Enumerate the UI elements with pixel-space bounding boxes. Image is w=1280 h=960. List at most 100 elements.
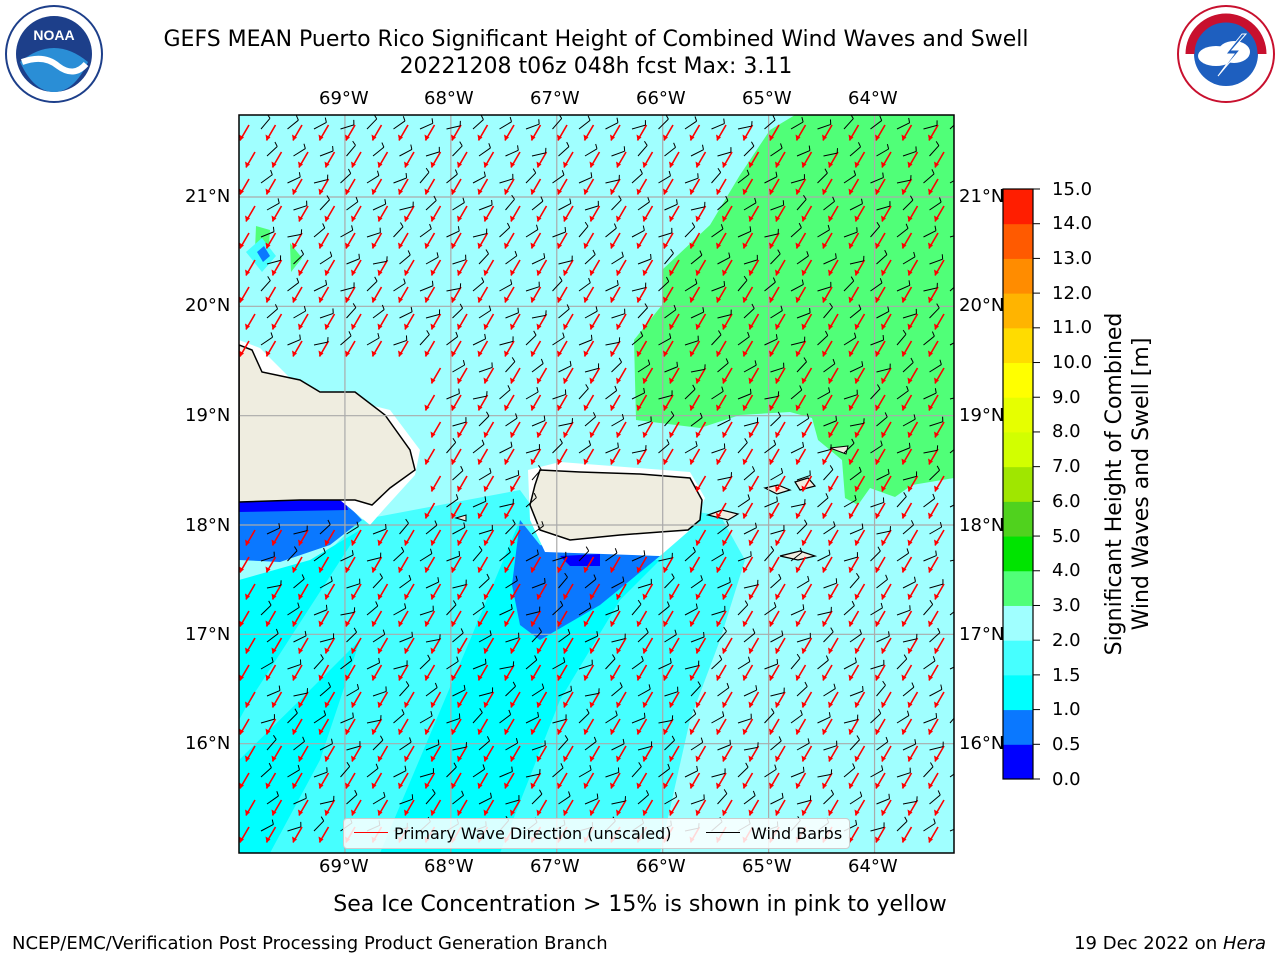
wind-barb-flag (647, 359, 651, 365)
wave-arrow-head (663, 188, 668, 195)
wind-barb-flag (383, 791, 386, 797)
wind-barb (313, 714, 326, 724)
wave-arrow-head (642, 755, 648, 762)
wind-barb-flag (402, 116, 406, 122)
wave-arrow-head (245, 755, 250, 762)
wind-barb (558, 365, 572, 373)
wind-barb-flag (613, 223, 617, 229)
wind-barb-flag (647, 197, 650, 203)
wind-barb (896, 552, 909, 562)
wind-barb (770, 415, 781, 427)
wave-arrow-head (669, 431, 674, 438)
wind-barb-flag (801, 279, 804, 285)
wave-arrow-head (451, 404, 456, 411)
colorbar-segment (1003, 501, 1033, 537)
wind-barb (711, 285, 725, 292)
wind-barb-flag (773, 439, 777, 445)
wave-arrow-head (324, 755, 330, 762)
wind-barb (425, 687, 438, 697)
wind-barbs (260, 115, 968, 832)
wind-barb (631, 335, 644, 346)
wind-barb (372, 146, 385, 157)
wave-arrow-head (589, 809, 595, 816)
wave-arrow-head (822, 188, 827, 195)
wind-barb-flag (303, 306, 307, 312)
wind-barb (372, 309, 385, 319)
wave-arrow-head (483, 647, 489, 654)
wave-arrow-head (610, 242, 615, 249)
wind-barb (266, 584, 281, 589)
wave-arrow-head (928, 566, 933, 573)
wave-arrow-head (536, 215, 542, 222)
wind-barb (399, 311, 413, 319)
wind-barb-flag (832, 358, 836, 364)
wind-barb-flag (956, 708, 959, 712)
wind-barb-flag (458, 388, 460, 394)
wind-barb (393, 664, 408, 670)
colorbar-tick: 11.0 (1052, 317, 1093, 338)
wave-arrow-head (404, 755, 409, 762)
wave-arrow-head (324, 593, 330, 600)
wind-barb-flag (588, 602, 592, 608)
wind-barb (578, 388, 589, 400)
wind-barb (717, 581, 731, 589)
wave-arrow-head (430, 485, 436, 492)
wind-barb (717, 524, 729, 535)
wind-barb-flag (745, 762, 749, 768)
wave-arrow-head (345, 620, 350, 627)
wind-barb (949, 124, 954, 130)
wave-arrow-head (451, 458, 456, 465)
wind-barb (584, 205, 599, 211)
wind-barb (399, 685, 410, 697)
wind-barb-flag (936, 465, 941, 471)
wind-barb (637, 420, 652, 427)
wave-arrow-head (377, 647, 383, 654)
wind-barb (956, 472, 968, 480)
wind-barb-flag (854, 495, 857, 501)
wind-barb-flag (271, 819, 274, 825)
wind-barb (478, 204, 493, 211)
wind-barb (743, 364, 757, 373)
wave-arrow-head (245, 323, 250, 330)
wave-arrow-head (854, 269, 860, 276)
wind-barb-flag (808, 145, 811, 151)
wind-barb (552, 280, 563, 292)
wind-barb (717, 476, 732, 481)
wave-arrow-head (854, 323, 860, 330)
colorbar-segment (1003, 744, 1033, 780)
wave-arrow-head (324, 701, 330, 708)
wind-barb (499, 771, 513, 778)
wave-arrow-head (239, 782, 244, 789)
wind-barb (319, 524, 331, 535)
wind-barb (684, 665, 699, 670)
wind-barb-flag (463, 684, 466, 690)
wind-barb (505, 799, 520, 805)
wave-arrow-head (663, 620, 668, 627)
wave-arrow-head (292, 242, 297, 249)
wave-arrow-head (828, 809, 833, 816)
wind-barb (425, 793, 436, 805)
wave-arrow-head (748, 269, 754, 276)
wave-arrow-head (722, 593, 727, 600)
wave-arrow-head (881, 755, 886, 762)
wind-barb-flag (533, 330, 537, 336)
wave-arrow-head (457, 647, 462, 654)
wave-arrow-head (583, 674, 589, 681)
wind-barb-flag (622, 738, 625, 744)
wind-barb (823, 582, 837, 589)
wind-barb (929, 201, 942, 211)
wave-arrow-head (424, 242, 430, 249)
wave-arrow-head (451, 242, 456, 249)
wind-barb-flag (959, 439, 961, 444)
wind-barb-flag (859, 629, 862, 635)
wind-barb-flag (536, 549, 539, 555)
wind-barb-flag (400, 546, 405, 552)
wind-barb-flag (322, 223, 326, 229)
wind-barb-flag (376, 170, 380, 176)
wave-arrow-head (848, 566, 854, 573)
wave-arrow-head (901, 566, 907, 573)
wind-barb (472, 663, 487, 670)
wave-arrow-head (722, 377, 727, 384)
wind-barb (764, 119, 776, 130)
wave-arrow-head (769, 242, 774, 249)
